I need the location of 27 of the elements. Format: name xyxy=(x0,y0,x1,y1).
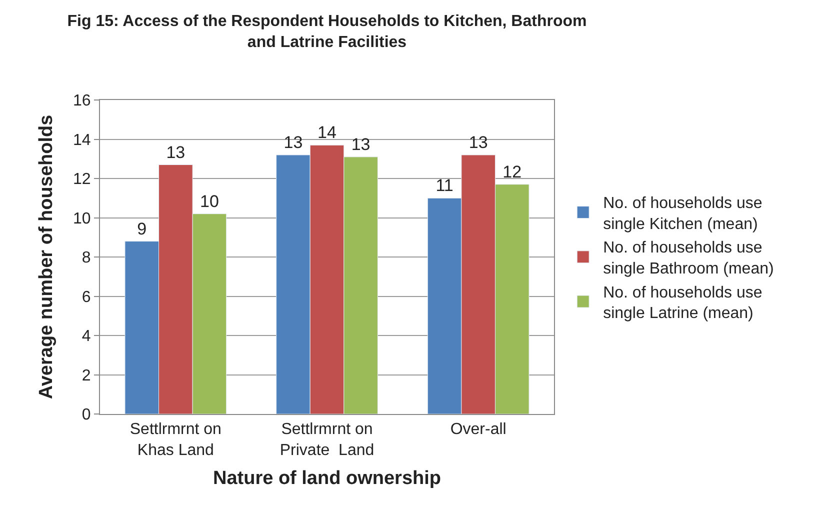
y-axis-title: Average number of households xyxy=(36,114,57,400)
y-tick-label: 14 xyxy=(73,132,91,149)
data-label: 10 xyxy=(200,192,219,211)
y-tick-label: 6 xyxy=(82,288,91,306)
x-tick-label: Settlrmrnt on Private Land xyxy=(280,421,374,459)
data-label: 9 xyxy=(137,219,147,238)
legend-label: No. of households use single Latrine (mean) xyxy=(603,284,762,322)
legend-label: No. of households use single Bathroom (mean) xyxy=(603,240,774,278)
data-label: 13 xyxy=(166,142,186,162)
y-tick-label: 2 xyxy=(82,367,91,384)
data-label: 14 xyxy=(318,123,336,142)
y-tick-label: 0 xyxy=(82,406,91,424)
chart-title: Fig 15: Access of the Respondent Households to Kitchen, Bathroom and Latrine Facilities xyxy=(67,13,587,51)
data-label: 12 xyxy=(502,162,522,182)
x-tick-label: Over-all xyxy=(450,421,506,438)
x-axis-title: Nature of land ownership xyxy=(212,468,442,489)
data-label: 13 xyxy=(351,134,370,154)
data-label: 11 xyxy=(436,176,454,196)
data-label: 13 xyxy=(284,132,303,152)
y-tick-label: 12 xyxy=(73,171,91,188)
x-tick-label: Settlrmrnt on Khas Land xyxy=(130,421,222,459)
data-label: 13 xyxy=(468,132,488,152)
y-tick-label: 8 xyxy=(82,250,91,267)
y-tick-label: 4 xyxy=(82,328,91,346)
legend-label: No. of households use single Kitchen (mean) xyxy=(603,195,762,233)
y-tick-label: 16 xyxy=(73,92,91,110)
y-tick-label: 10 xyxy=(73,210,91,228)
